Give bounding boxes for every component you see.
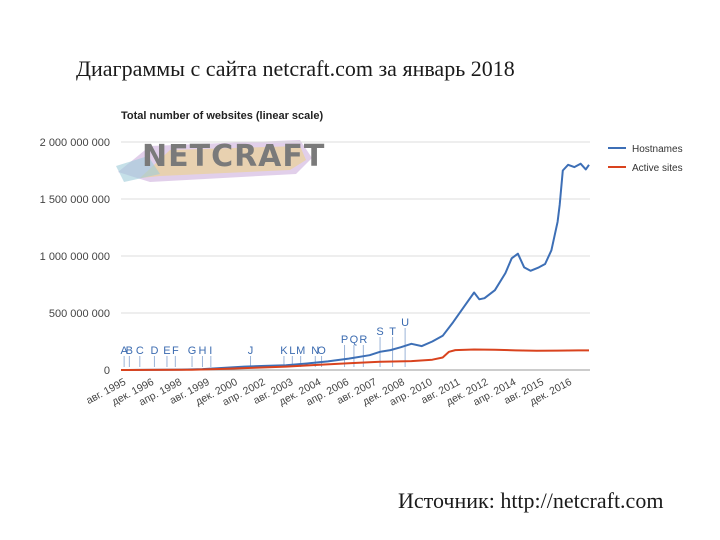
y-tick-label: 500 000 000 bbox=[49, 308, 110, 320]
netcraft-logo: NETCRAFT bbox=[116, 139, 325, 182]
series-line-hostnames bbox=[120, 162, 590, 371]
event-marker-label: A bbox=[120, 345, 128, 357]
event-marker-label: E bbox=[163, 345, 170, 357]
event-markers: AB C D E F G H I J K L M NO P Q RS TU bbox=[120, 317, 409, 367]
legend-label: Active sites bbox=[632, 163, 683, 174]
event-marker-label: B bbox=[126, 345, 133, 357]
event-marker-label: M bbox=[296, 345, 305, 357]
logo-text: NETCRAFT bbox=[142, 139, 325, 174]
event-marker-label: K bbox=[280, 345, 288, 357]
legend: Hostnames Active sites bbox=[608, 144, 683, 174]
event-marker-label: N bbox=[311, 345, 319, 357]
event-marker-label: J bbox=[248, 345, 254, 357]
series-lines bbox=[120, 162, 590, 371]
chart-title: Total number of websites (linear scale) bbox=[121, 110, 323, 122]
event-marker-label: Q bbox=[350, 334, 359, 346]
y-tick-label: 2 000 000 000 bbox=[40, 137, 110, 149]
event-marker-label: L bbox=[289, 345, 295, 357]
event-marker-label: R bbox=[359, 334, 367, 346]
series-line-active-sites bbox=[120, 348, 589, 371]
source-caption: Источник: http://netcraft.com bbox=[398, 488, 664, 513]
y-axis-ticks: 0 500 000 000 1 000 000 000 1 500 000 000 2 … bbox=[40, 137, 110, 377]
y-tick-label: 1 000 000 000 bbox=[40, 251, 110, 263]
event-marker-label: G bbox=[188, 345, 197, 357]
y-tick-label: 0 bbox=[104, 365, 110, 377]
event-marker-label: D bbox=[150, 345, 158, 357]
event-marker-label: S bbox=[376, 326, 383, 338]
event-marker-label: F bbox=[172, 345, 179, 357]
event-marker-label: T bbox=[389, 326, 396, 338]
y-tick-label: 1 500 000 000 bbox=[40, 194, 110, 206]
event-marker-label: P bbox=[341, 334, 348, 346]
event-marker-label: U bbox=[401, 317, 409, 329]
event-marker-label: O bbox=[317, 345, 326, 357]
event-marker-label: H bbox=[198, 345, 206, 357]
event-marker-label: I bbox=[209, 345, 212, 357]
event-marker-label: C bbox=[136, 345, 144, 357]
legend-label: Hostnames bbox=[632, 144, 683, 155]
slide-title: Диаграммы с сайта netcraft.com за январь… bbox=[76, 56, 515, 81]
